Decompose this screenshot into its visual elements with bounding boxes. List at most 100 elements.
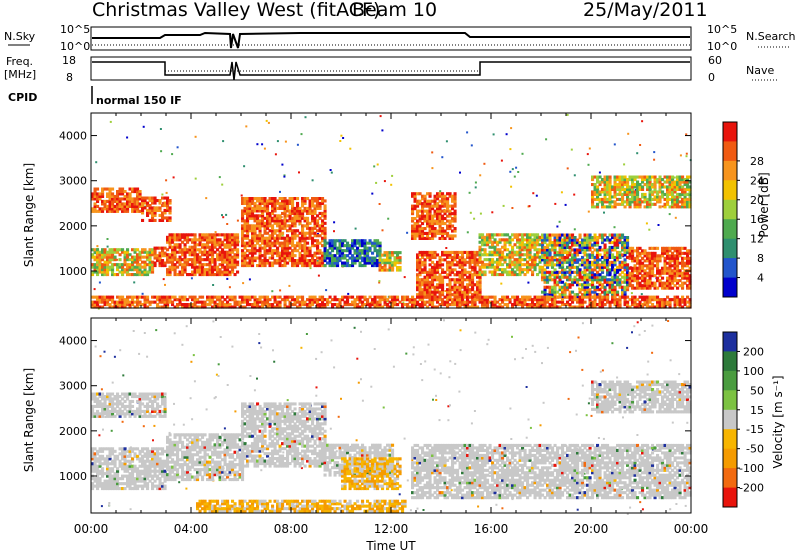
data-cell (311, 204, 315, 208)
data-cell (286, 295, 290, 299)
data-cell (133, 260, 137, 264)
data-cell (226, 295, 230, 299)
data-cell (361, 259, 365, 263)
data-cell (626, 288, 630, 292)
data-cell (375, 181, 378, 184)
data-cell (336, 298, 340, 302)
data-cell (428, 222, 432, 226)
data-cell (616, 293, 620, 297)
data-cell (611, 283, 615, 287)
data-cell (436, 295, 440, 299)
data-cell (551, 273, 555, 277)
data-cell (336, 259, 340, 263)
data-cell (674, 216, 677, 219)
data-cell (671, 178, 675, 182)
data-cell (571, 283, 575, 287)
data-cell (278, 221, 282, 225)
data-cell (196, 253, 200, 257)
data-cell (634, 189, 637, 192)
data-cell (211, 260, 215, 264)
data-cell (658, 256, 662, 260)
data-cell (653, 274, 657, 278)
data-cell (263, 303, 267, 307)
data-cell (616, 278, 620, 282)
freq-unit: [MHz] (4, 68, 36, 81)
data-cell (578, 258, 582, 262)
data-cell (303, 234, 307, 238)
data-cell (561, 280, 565, 284)
data-cell (556, 275, 560, 279)
data-cell (656, 195, 660, 199)
data-cell (666, 180, 670, 184)
data-cell (596, 285, 600, 289)
data-cell (91, 253, 95, 257)
data-cell (571, 263, 575, 267)
data-cell (641, 200, 645, 204)
data-cell (288, 219, 292, 223)
data-cell (511, 270, 515, 274)
data-cell (371, 300, 375, 304)
data-cell (451, 212, 455, 216)
data-cell (501, 253, 505, 257)
data-cell (173, 245, 177, 249)
data-cell (513, 233, 517, 237)
data-cell (176, 260, 180, 264)
data-cell (131, 187, 135, 191)
data-cell (466, 131, 469, 134)
data-cell (281, 226, 285, 230)
data-cell (161, 216, 165, 220)
data-cell (516, 235, 520, 239)
data-cell (301, 254, 305, 258)
data-cell (673, 187, 677, 191)
data-cell (608, 280, 612, 284)
data-cell (263, 246, 267, 250)
data-cell (671, 190, 675, 194)
data-cell (488, 235, 492, 239)
data-cell (96, 260, 100, 264)
data-cell (201, 235, 205, 239)
data-cell (261, 214, 265, 218)
data-cell (578, 243, 582, 247)
data-cell (661, 195, 665, 199)
data-cell (128, 263, 132, 267)
data-cell (253, 201, 257, 205)
data-cell (363, 244, 367, 248)
data-cell (413, 197, 417, 201)
data-cell (248, 303, 252, 307)
data-cell (641, 180, 645, 184)
data-cell (608, 238, 612, 242)
data-cell (438, 295, 442, 299)
data-cell (428, 303, 432, 307)
data-cell (271, 216, 275, 220)
data-cell (576, 278, 580, 282)
data-cell (681, 197, 685, 201)
data-cell (651, 274, 655, 278)
data-cell (608, 283, 612, 287)
data-cell (246, 229, 250, 233)
data-cell (168, 253, 172, 257)
data-cell (226, 223, 229, 225)
data-cell (216, 253, 220, 257)
data-cell (118, 303, 122, 307)
data-cell (279, 190, 281, 193)
data-cell (143, 260, 147, 264)
data-cell (653, 286, 657, 290)
data-cell (108, 250, 112, 254)
data-cell (606, 290, 610, 294)
data-cell (453, 303, 457, 307)
data-cell (291, 264, 295, 268)
data-cell (323, 236, 327, 240)
data-cell (527, 281, 530, 284)
data-cell (136, 197, 140, 201)
data-cell (673, 266, 677, 270)
data-cell (286, 254, 290, 258)
data-cell (428, 250, 432, 254)
data-cell (146, 250, 150, 254)
data-cell (631, 249, 635, 253)
data-cell (508, 240, 512, 244)
data-cell (518, 240, 522, 244)
data-cell (446, 295, 450, 299)
data-cell (98, 270, 102, 274)
data-cell (128, 258, 132, 262)
data-cell (208, 258, 212, 262)
